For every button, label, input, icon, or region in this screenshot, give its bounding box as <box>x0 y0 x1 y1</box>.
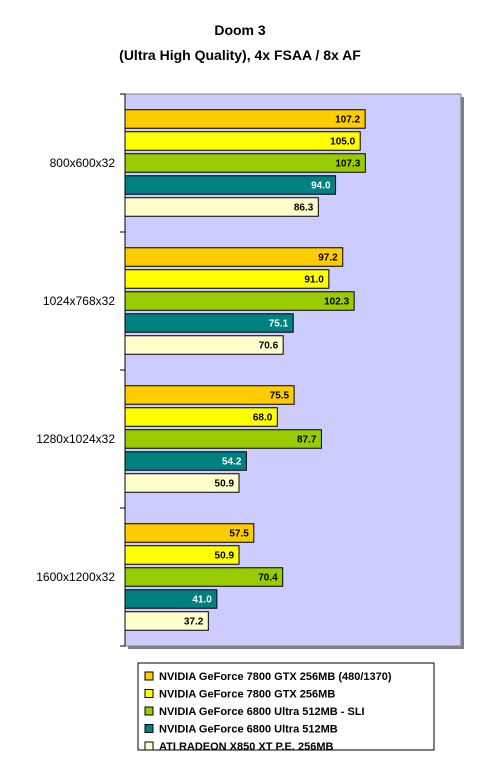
data-label: 41.0 <box>192 595 212 606</box>
data-label: 105.0 <box>330 137 355 148</box>
data-label: 70.6 <box>259 341 279 352</box>
category-label: 800x600x32 <box>50 156 116 170</box>
data-label: 37.2 <box>184 617 204 628</box>
data-label: 91.0 <box>304 275 324 286</box>
data-label: 57.5 <box>229 529 249 540</box>
data-label: 102.3 <box>324 297 349 308</box>
bar <box>124 589 218 609</box>
data-label: 97.2 <box>318 253 338 264</box>
bar <box>124 473 240 493</box>
data-label: 87.7 <box>297 435 317 446</box>
category-label: 1024x768x32 <box>43 294 115 308</box>
bar <box>124 335 284 355</box>
bar <box>124 109 366 129</box>
data-label: 94.0 <box>311 181 331 192</box>
legend-swatch <box>144 741 154 751</box>
bar <box>124 407 278 427</box>
data-label: 107.3 <box>335 159 360 170</box>
chart-title: Doom 3 <box>214 22 266 38</box>
legend-swatch <box>144 689 154 698</box>
bar <box>124 429 322 449</box>
data-label: 107.2 <box>335 115 360 126</box>
bar <box>124 523 255 543</box>
data-label: 75.1 <box>269 319 289 330</box>
data-label: 70.4 <box>258 573 278 584</box>
legend-box <box>137 662 435 751</box>
bar <box>124 197 319 217</box>
data-label: 50.9 <box>215 551 235 562</box>
legend-label: NVIDIA GeForce 7800 GTX 256MB (480/1370) <box>159 671 392 683</box>
bar <box>124 385 295 405</box>
bar <box>124 247 344 267</box>
data-label: 50.9 <box>215 479 235 490</box>
category-label: 1280x1024x32 <box>36 432 115 446</box>
legend-label: NVIDIA GeForce 6800 Ultra 512MB <box>159 724 338 736</box>
bar <box>124 291 355 311</box>
legend-label: NVIDIA GeForce 7800 GTX 256MB <box>159 689 335 701</box>
legend-label: NVIDIA GeForce 6800 Ultra 512MB - SLI <box>159 706 365 718</box>
bar <box>124 451 247 471</box>
bar <box>124 131 361 151</box>
legend-label: ATI RADEON X850 XT P.E. 256MB <box>159 741 333 753</box>
data-label: 68.0 <box>253 413 273 424</box>
legend-swatch <box>144 671 154 681</box>
bar <box>124 567 284 587</box>
category-label: 1600x1200x32 <box>36 570 115 584</box>
data-label: 54.2 <box>222 457 242 468</box>
bar <box>124 545 240 565</box>
bar <box>124 313 294 333</box>
chart-subtitle: (Ultra High Quality), 4x FSAA / 8x AF <box>119 47 361 63</box>
data-label: 86.3 <box>294 203 314 214</box>
legend-swatch <box>144 724 154 733</box>
bar <box>124 611 209 631</box>
data-label: 75.5 <box>270 391 290 402</box>
bar <box>124 175 337 195</box>
legend-swatch <box>144 706 154 716</box>
bar <box>124 153 366 173</box>
bar <box>124 269 330 289</box>
